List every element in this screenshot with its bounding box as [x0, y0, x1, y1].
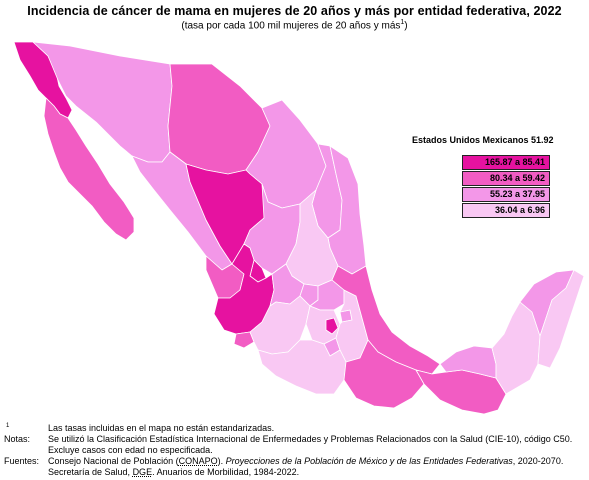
legend-item: 165.87 a 85.41	[412, 155, 588, 171]
footnote: 1 Las tasas incluidas en el mapa no está…	[6, 423, 275, 433]
legend-label: 165.87 a 85.41	[484, 157, 545, 167]
notes-section: 1 Las tasas incluidas en el mapa no está…	[4, 423, 588, 478]
state-baja-california-sur[interactable]: Baja California Sur	[43, 97, 135, 241]
legend-title: Estados Unidos Mexicanos 51.92	[412, 135, 554, 145]
legend-label: 55.23 a 37.95	[489, 189, 545, 199]
legend-swatch: 165.87 a 85.41	[462, 155, 550, 170]
map-legend: Estados Unidos Mexicanos 51.92 165.87 a …	[412, 135, 588, 219]
legend-label: 36.04 a 6.96	[494, 205, 545, 215]
legend-item: 80.34 a 59.42	[412, 171, 588, 187]
mexico-map: Baja California Baja California Sur Sono…	[13, 41, 585, 414]
map-subtitle: (tasa por cada 100 mil mujeres de 20 año…	[181, 19, 408, 32]
state-ciudad-de-mexico[interactable]: Ciudad de México	[325, 317, 339, 335]
legend-swatch: 80.34 a 59.42	[462, 171, 550, 186]
state-colima[interactable]: Colima	[233, 331, 255, 349]
legend-swatch: 55.23 a 37.95	[462, 187, 550, 202]
notes-line-2: Excluye casos con edad no especificada.	[48, 445, 213, 455]
map-title: Incidencia de cáncer de mama en mujeres …	[27, 4, 562, 18]
state-campeche[interactable]: Campeche	[491, 301, 541, 395]
state-quintana-roo[interactable]: Quintana Roo	[537, 269, 585, 369]
legend-swatch: 36.04 a 6.96	[462, 203, 550, 218]
legend-item: 55.23 a 37.95	[412, 187, 588, 203]
notes-line-1: Notas: Se utilizó la Clasificación Estad…	[4, 434, 573, 444]
sources-line-1: Fuentes: Consejo Nacional de Población (…	[4, 456, 564, 466]
state-guerrero[interactable]: Guerrero	[257, 339, 347, 395]
legend-item: 36.04 a 6.96	[412, 203, 588, 219]
legend-list: 165.87 a 85.41 80.34 a 59.42 55.23 a 37.95…	[412, 155, 588, 219]
sources-line-2: Secretaría de Salud, DGE. Anuarios de Mo…	[48, 467, 300, 477]
legend-label: 80.34 a 59.42	[489, 173, 545, 183]
